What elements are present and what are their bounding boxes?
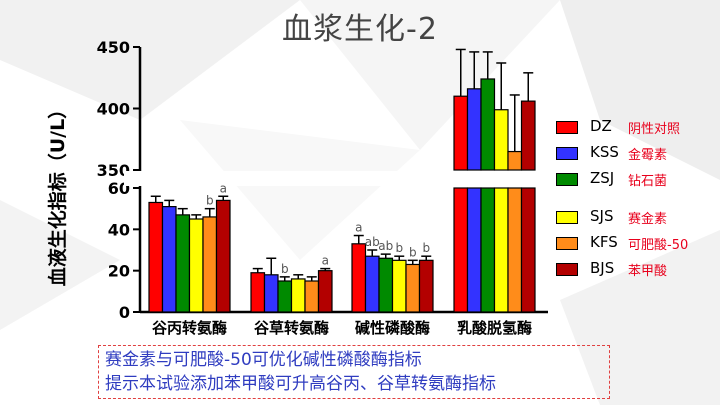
legend-name: 阴性对照	[628, 122, 681, 137]
legend-code: ZSJ	[590, 169, 615, 187]
bar-bjs-upper	[520, 100, 536, 171]
legend-swatch	[556, 147, 578, 160]
bar-zsj	[378, 257, 394, 313]
bar-kfs	[304, 280, 320, 313]
bar-dz	[148, 201, 164, 313]
legend-code: BJS	[590, 259, 615, 277]
significance-label: b	[395, 241, 403, 255]
bar-sjs-lower	[493, 187, 509, 313]
legend-name: 苯甲酸	[628, 264, 668, 279]
legend-name: 赛金素	[628, 212, 668, 227]
significance-label: b	[281, 262, 289, 276]
significance-label: a	[322, 254, 329, 268]
legend-name: 金霉素	[628, 148, 668, 163]
bar-dz	[351, 243, 367, 313]
bar-bjs	[317, 270, 333, 313]
significance-label: a	[220, 181, 227, 195]
bar-sjs	[391, 259, 407, 313]
bar-zsj	[175, 214, 191, 313]
bar-kss	[364, 255, 380, 313]
bar-zsj	[277, 280, 293, 313]
bar-zsj-lower	[480, 187, 496, 313]
significance-label: ab	[365, 235, 380, 249]
y-tick-label: 400	[97, 100, 130, 119]
legend-swatch	[556, 237, 578, 250]
bar-kss-upper	[466, 88, 482, 171]
significance-label: ab	[378, 239, 393, 253]
bar-dz-lower	[453, 187, 469, 313]
axis-break-gap	[124, 171, 544, 186]
bar-dz-upper	[453, 95, 469, 171]
bar-sjs-upper	[493, 109, 509, 171]
conclusion-note: 赛金素与可肥酸-50可优化碱性磷酸酶指标 提示本试验添加苯甲酸可升高谷丙、谷草转…	[98, 345, 610, 399]
bar-bjs	[418, 259, 434, 313]
bar-bjs-lower	[520, 187, 536, 313]
y-tick-label: 20	[108, 262, 130, 281]
legend-code: DZ	[590, 117, 612, 135]
legend-code: KFS	[590, 233, 618, 251]
bar-dz	[250, 272, 266, 313]
y-tick-label: 40	[108, 220, 130, 239]
x-tick-label: 谷丙转氨酶	[152, 319, 227, 337]
bar-zsj-upper	[480, 78, 496, 171]
x-tick-label: 谷草转氨酶	[254, 319, 329, 337]
x-tick-label: 乳酸脱氢酶	[457, 319, 532, 337]
bar-kss	[263, 274, 279, 313]
bar-kfs-upper	[507, 150, 523, 171]
bar-sjs	[188, 218, 204, 313]
legend-name: 钻石菌	[628, 174, 668, 189]
bar-kfs	[202, 216, 218, 313]
note-line-1: 赛金素与可肥酸-50可优化碱性磷酸酶指标	[105, 350, 422, 370]
legend-name: 可肥酸-50	[628, 238, 689, 253]
y-tick-label: 350	[97, 161, 130, 180]
note-line-2: 提示本试验添加苯甲酸可升高谷丙、谷草转氨酶指标	[105, 374, 496, 394]
significance-label: b	[422, 241, 430, 255]
legend-code: SJS	[590, 207, 614, 225]
bar-bjs	[215, 199, 231, 313]
x-tick-label: 碱性磷酸酶	[355, 319, 430, 337]
bar-kss	[161, 206, 177, 313]
legend-swatch	[556, 263, 578, 276]
significance-label: b	[409, 245, 417, 259]
legend-swatch	[556, 173, 578, 186]
bar-sjs	[290, 278, 306, 313]
bar-kfs	[405, 263, 421, 313]
bar-kss-lower	[466, 187, 482, 313]
y-tick-label: 0	[119, 303, 130, 322]
chart-title: 血浆生化-2	[282, 12, 438, 47]
bar-kfs-lower	[507, 187, 523, 313]
legend-swatch	[556, 211, 578, 224]
legend-swatch	[556, 121, 578, 134]
significance-label: a	[355, 221, 362, 235]
significance-label: b	[206, 194, 214, 208]
legend-code: KSS	[590, 143, 619, 161]
y-tick-label: 450	[97, 38, 130, 57]
